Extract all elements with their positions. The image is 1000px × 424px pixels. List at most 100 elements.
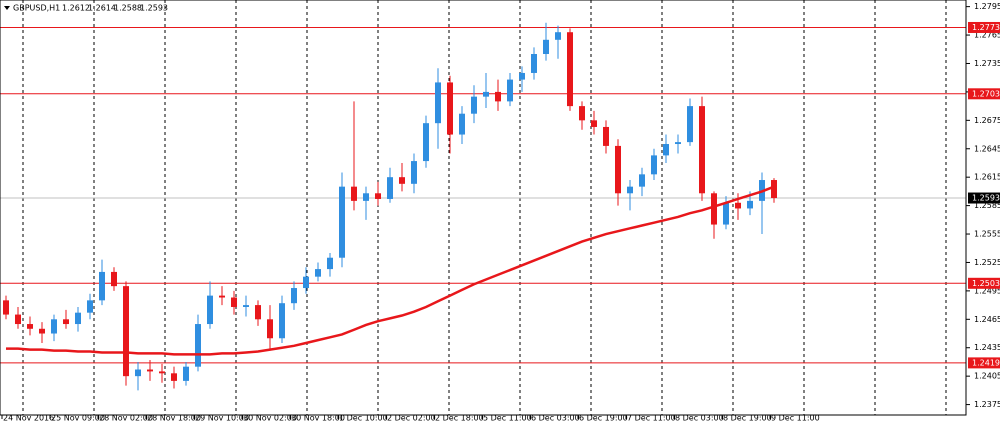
candle-body [63,319,69,325]
candle-body [207,295,213,325]
candle-body [387,177,393,199]
candle-body [711,193,717,225]
y-tick-label: 1.2495 [974,286,1000,295]
header-low: 1.2588 [114,4,142,13]
candle-body [483,91,489,97]
candle-body [651,155,657,175]
candle-body [723,202,729,225]
y-tick-label: 1.2555 [974,230,1000,239]
candle-body [507,79,513,102]
price-label: 1.2593 [972,194,1000,203]
x-tick-label: 30 Nov 18:00 [291,414,345,423]
candle-body [435,82,441,124]
header: GBPUSD,H1 1.2612 1.2614 1.2588 1.2593 [4,4,168,13]
marks-layer [3,22,777,391]
candle-body [87,300,93,313]
candle-body [315,269,321,277]
candle-body [771,180,777,199]
level-label: 1.2419 [972,358,1000,367]
candle-body [591,120,597,127]
candle-body [195,324,201,367]
header-symbol: GBPUSD,H1 [13,4,60,13]
candle-body [279,303,285,339]
y-tick-label: 1.2615 [974,173,1000,182]
candle-body [399,177,405,184]
candle-body [171,373,177,381]
y-tick-label: 1.2525 [974,258,1000,267]
candle-body [99,271,105,301]
y-tick-label: 1.2735 [974,59,1000,68]
y-tick-label: 1.2645 [974,144,1000,153]
candle-body [267,319,273,339]
x-tick-label: 5 Dec 11:00 [483,414,532,423]
candle-body [303,276,309,289]
level-label-box [968,21,1000,33]
candle-body [27,324,33,329]
x-tick-label: 2 Dec 18:00 [435,414,484,423]
y-tick-label: 1.2795 [974,2,1000,11]
price-label-box [968,192,1000,204]
x-tick-label: 6 Dec 19:00 [579,414,628,423]
x-tick-label: 24 Nov 2016 [3,414,54,423]
y-tick-label: 1.2435 [974,343,1000,352]
candle-body [495,91,501,102]
header-open: 1.2612 [62,4,90,13]
candle-body [555,32,561,40]
x-tick-label: 25 Nov 09:00 [51,414,105,423]
header-icon [4,6,10,10]
candle-body [219,295,225,298]
candle-body [675,142,681,145]
header-high: 1.2614 [88,4,116,13]
candle-body [603,126,609,146]
candle-body [579,106,585,121]
x-tick-label: 28 Nov 18:00 [147,414,201,423]
candle-body [183,366,189,381]
y-tick-label: 1.2765 [974,31,1000,40]
moving-average [6,185,775,356]
level-label-box [968,277,1000,289]
x-tick-label: 6 Dec 03:00 [531,414,580,423]
candle-body [39,328,45,334]
candle-body [663,144,669,156]
candle-body [339,186,345,258]
level-label: 1.2703 [972,89,1000,98]
candle-body [639,174,645,187]
y-tick-label: 1.2585 [974,201,1000,210]
candle-body [687,106,693,143]
candle-body [531,54,537,73]
x-tick-label: 28 Nov 02:00 [99,414,153,423]
plot-frame [0,0,967,416]
x-tick-label: 7 Dec 11:00 [627,414,676,423]
candle-body [747,200,753,209]
candle-body [351,186,357,201]
candle-body [75,312,81,325]
candle-body [627,186,633,194]
y-tick-label: 1.2375 [974,400,1000,409]
candle-body [243,305,249,307]
y-tick-label: 1.2465 [974,315,1000,324]
candle-body [447,82,453,135]
candle-body [423,123,429,162]
x-tick-label: 8 Dec 03:00 [675,414,724,423]
x-tick-label: 9 Dec 11:00 [771,414,820,423]
x-tick-label: 8 Dec 19:00 [723,414,772,423]
candle-body [159,371,165,374]
x-tick-label: 1 Dec 10:00 [339,414,388,423]
x-tick-label: 29 Nov 10:00 [195,414,249,423]
y-tick-label: 1.2675 [974,116,1000,125]
candle-body [3,300,9,315]
candle-body [291,288,297,304]
header-close: 1.2593 [140,4,168,13]
candle-body [231,297,237,307]
candle-body [147,369,153,372]
candle-body [375,193,381,199]
candle-body [411,161,417,184]
candle-body [735,202,741,209]
level-label: 1.2773 [972,23,1000,32]
candle-body [111,271,117,287]
candle-body [567,32,573,107]
x-tick-label: 30 Nov 02:00 [243,414,297,423]
level-label-box [968,88,1000,100]
